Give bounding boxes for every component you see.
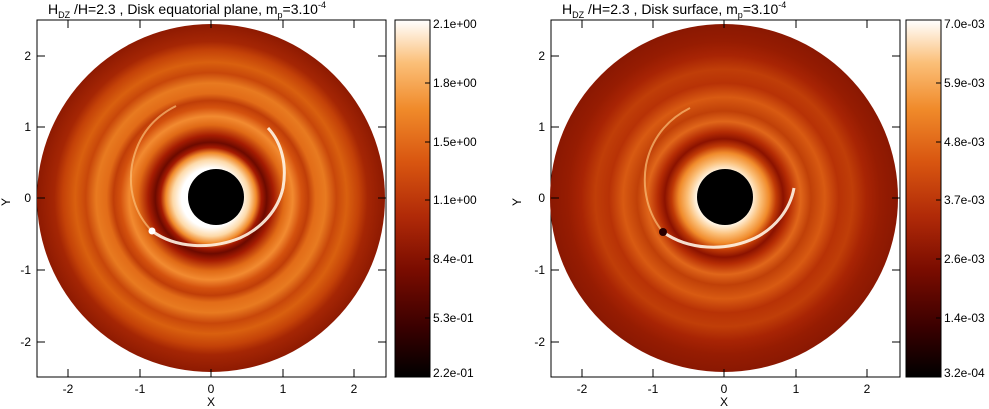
x-tick-label: -2 [63,382,74,396]
x-ticks [67,20,355,377]
colorbar-label: 1.1e+00 [433,193,477,207]
y-tick-label: -2 [534,335,545,349]
y-tick-label: 1 [24,120,31,134]
colorbar [394,19,431,378]
colorbar-label: 5.3e-01 [433,311,474,325]
panel-title: HDZ /H=2.3 , Disk surface, mp=3.10-4 [562,0,786,20]
inner-hole [697,169,753,225]
x-tick-label: 0 [208,382,215,396]
y-ticks [37,55,386,343]
y-tick-label: -1 [20,263,31,277]
y-axis-label: Y [0,198,13,206]
x-tick-label: 2 [864,382,871,396]
spiral-wake [662,187,796,249]
x-ticks [581,20,868,377]
y-tick-label: 0 [538,191,545,205]
colorbar-label: 8.4e-01 [433,252,474,266]
colorbar-label: 2.2e-01 [433,366,474,380]
planet-marker [659,228,667,236]
planet-marker [148,227,156,235]
y-tick-label: 2 [24,49,31,63]
y-ticks [551,55,900,343]
y-tick-label: 0 [24,191,31,205]
colorbar-label: 2.1e+00 [433,17,477,31]
y-tick-label: 1 [538,120,545,134]
colorbar-label: 3.2e-04 [944,366,985,380]
y-tick-label: -1 [534,263,545,277]
colorbar-label: 3.7e-03 [944,193,985,207]
panel-surface: HDZ /H=2.3 , Disk surface, mp=3.10-4 -2 [510,0,985,409]
spiral-wake-outer [129,105,177,232]
colorbar-label: 2.6e-03 [944,252,985,266]
x-tick-label: 2 [351,382,358,396]
colorbar-label: 1.4e-03 [944,311,985,325]
x-tick-label: 1 [793,382,800,396]
inner-hole [188,169,244,225]
spiral-wake-outer [643,107,691,233]
x-tick-label: 1 [280,382,287,396]
panel-equatorial: HDZ /H=2.3 , Disk equatorial plane, mp=3… [0,0,477,409]
spiral-wake [151,126,286,248]
y-tick-label: 2 [538,49,545,63]
y-axis-label: Y [510,198,524,206]
x-tick-label: -2 [577,382,588,396]
y-tick-label: -2 [20,335,31,349]
panel-title: HDZ /H=2.3 , Disk equatorial plane, mp=3… [48,0,326,20]
x-axis-label: X [720,395,728,409]
x-tick-label: -1 [648,382,659,396]
colorbar-label: 5.9e-03 [944,76,985,90]
x-tick-label: -1 [135,382,146,396]
colorbar-label: 7.0e-03 [944,17,985,31]
colorbar-label: 4.8e-03 [944,135,985,149]
x-tick-label: 0 [721,382,728,396]
colorbar-label: 1.5e+00 [433,135,477,149]
colorbar-label: 1.8e+00 [433,76,477,90]
x-axis-label: X [207,395,215,409]
colorbar [905,19,942,378]
